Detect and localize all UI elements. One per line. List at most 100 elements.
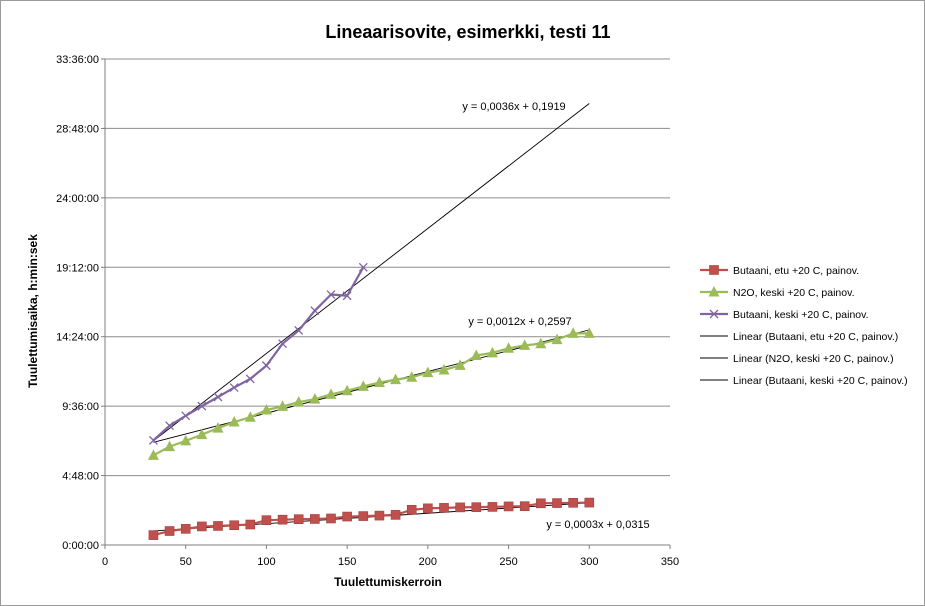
data-point bbox=[229, 383, 239, 393]
data-point bbox=[439, 503, 449, 513]
y-tick-label: 33:36:00 bbox=[56, 54, 99, 66]
data-point bbox=[261, 361, 271, 371]
data-point bbox=[277, 514, 288, 525]
data-point bbox=[293, 396, 305, 407]
data-point bbox=[260, 404, 272, 415]
data-point bbox=[181, 411, 191, 421]
data-point bbox=[213, 392, 223, 402]
data-point bbox=[326, 290, 336, 299]
data-point bbox=[357, 380, 369, 391]
y-tick-label: 0:00:00 bbox=[62, 540, 99, 552]
y-tick-labels: 0:00:00 4:48:00 9:36:00 14:24:00 19:12:00 24:… bbox=[56, 54, 99, 552]
data-point bbox=[148, 435, 158, 445]
data-point bbox=[708, 286, 720, 297]
data-point bbox=[373, 376, 385, 388]
x-tick-label: 0 bbox=[102, 556, 108, 568]
data-point bbox=[277, 400, 289, 411]
data-point bbox=[536, 498, 546, 509]
data-point bbox=[147, 449, 159, 460]
data-point bbox=[229, 520, 239, 531]
trendline bbox=[153, 329, 590, 443]
data-point bbox=[423, 503, 433, 514]
x-tick-labels: 0 50 100 150 200 250 300 350 bbox=[102, 556, 679, 568]
series-group bbox=[148, 262, 368, 445]
trendline-equation: y = 0,0012x + 0,2597 bbox=[468, 316, 571, 328]
data-point bbox=[212, 422, 224, 433]
legend-entry: Butaani, keski +20 C, painov. bbox=[700, 309, 869, 321]
grid-lines bbox=[105, 58, 670, 477]
data-point bbox=[583, 327, 595, 338]
y-tick-label: 9:36:00 bbox=[62, 401, 99, 413]
x-tick-label: 300 bbox=[580, 556, 598, 568]
data-point bbox=[358, 262, 368, 272]
data-point bbox=[454, 359, 466, 370]
y-tick-label: 28:48:00 bbox=[56, 123, 99, 135]
data-point bbox=[438, 363, 450, 375]
axes bbox=[101, 58, 671, 549]
data-point bbox=[164, 526, 175, 536]
legend-entry: Linear (Butaani, etu +20 C, painov.) bbox=[700, 331, 898, 343]
data-point bbox=[213, 521, 223, 531]
x-tick-label: 150 bbox=[338, 556, 356, 568]
data-point bbox=[197, 401, 207, 411]
data-point bbox=[196, 428, 208, 440]
series-line bbox=[153, 501, 590, 537]
data-point bbox=[709, 309, 719, 319]
data-point bbox=[709, 265, 719, 275]
data-point bbox=[374, 510, 385, 521]
x-axis-title: Tuulettumiskerroin bbox=[334, 575, 442, 589]
trendline-equations: y = 0,0003x + 0,0315 y = 0,0012x + 0,2597… bbox=[462, 101, 649, 531]
data-series bbox=[147, 262, 595, 540]
data-point bbox=[471, 502, 482, 512]
data-point bbox=[470, 349, 482, 361]
legend-entry: N2O, keski +20 C, painov. bbox=[700, 286, 855, 299]
x-tick-label: 250 bbox=[499, 556, 517, 568]
trendline bbox=[153, 103, 590, 442]
y-tick-label: 4:48:00 bbox=[62, 471, 99, 483]
data-point bbox=[551, 333, 563, 345]
data-point bbox=[165, 421, 175, 431]
data-point bbox=[390, 373, 402, 385]
data-point bbox=[568, 498, 578, 508]
data-point bbox=[310, 514, 320, 524]
legend-label: Linear (Butaani, keski +20 C, painov.) bbox=[733, 375, 908, 387]
data-point bbox=[278, 339, 288, 349]
y-tick-label: 14:24:00 bbox=[56, 332, 99, 344]
data-point bbox=[293, 514, 304, 525]
data-point bbox=[341, 384, 353, 396]
x-tick-label: 100 bbox=[257, 556, 275, 568]
data-point bbox=[503, 342, 515, 353]
data-point bbox=[535, 337, 547, 349]
data-point bbox=[342, 511, 352, 522]
data-point bbox=[326, 513, 336, 524]
data-point bbox=[584, 497, 595, 508]
data-point bbox=[245, 374, 255, 384]
data-point bbox=[552, 498, 562, 508]
data-point bbox=[422, 366, 434, 378]
data-point bbox=[519, 501, 530, 511]
data-point bbox=[261, 515, 272, 525]
data-point bbox=[245, 519, 256, 530]
data-point bbox=[325, 388, 337, 399]
y-axis-title: Tuulettumisaika, h:min:sek bbox=[26, 234, 40, 388]
legend-label: Linear (N2O, keski +20 C, painov.) bbox=[733, 353, 894, 365]
trendline-equation: y = 0,0003x + 0,0315 bbox=[546, 519, 649, 531]
data-point bbox=[358, 511, 369, 521]
data-point bbox=[164, 440, 176, 452]
data-point bbox=[487, 502, 498, 512]
legend: Butaani, etu +20 C, painov. N2O, keski +2… bbox=[700, 265, 908, 387]
data-point bbox=[406, 505, 417, 515]
x-tick-label: 200 bbox=[419, 556, 437, 568]
data-point bbox=[197, 521, 207, 532]
data-point bbox=[228, 416, 240, 427]
data-point bbox=[519, 339, 531, 350]
trendline-equation: y = 0,0036x + 0,1919 bbox=[462, 101, 565, 113]
data-point bbox=[567, 327, 579, 338]
data-point bbox=[406, 371, 418, 382]
y-tick-label: 19:12:00 bbox=[56, 262, 99, 274]
data-point bbox=[294, 325, 304, 335]
series-group bbox=[147, 327, 595, 460]
legend-label: Butaani, etu +20 C, painov. bbox=[733, 265, 859, 277]
x-tick-label: 350 bbox=[661, 556, 679, 568]
